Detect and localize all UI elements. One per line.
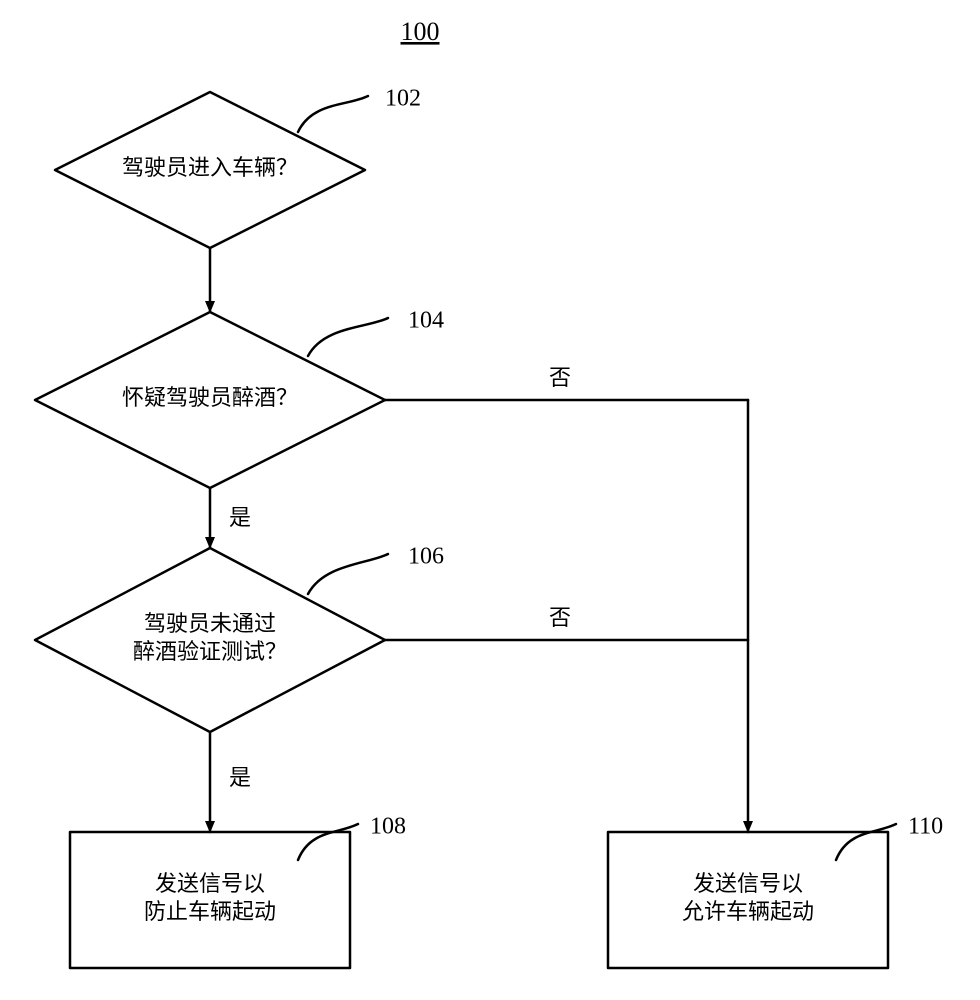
node-text-n110: 允许车辆起动 bbox=[682, 899, 814, 924]
node-text-n108: 防止车辆起动 bbox=[144, 899, 276, 924]
node-text-n110: 发送信号以 bbox=[693, 871, 803, 896]
callout-n102 bbox=[298, 96, 368, 132]
node-text-n104: 怀疑驾驶员醉酒？ bbox=[122, 385, 298, 410]
node-text-n108: 发送信号以 bbox=[155, 871, 265, 896]
callout-n104 bbox=[308, 318, 388, 356]
figure-title: 100 bbox=[401, 17, 440, 46]
node-text-n102: 驾驶员进入车辆？ bbox=[122, 155, 298, 180]
ref-label-n106: 106 bbox=[408, 544, 444, 570]
ref-label-n108: 108 bbox=[370, 814, 406, 840]
node-text-n106: 醉酒验证测试？ bbox=[133, 639, 287, 664]
edge-label-1: 是 bbox=[229, 505, 251, 530]
node-text-n106: 驾驶员未通过 bbox=[144, 611, 276, 636]
flowchart-canvas: 100 驾驶员进入车辆？ 102 怀疑驾驶员醉酒？ 104 驾驶员未通过醉酒验证测试？ 10… bbox=[0, 0, 980, 1000]
edge-label-4: 否 bbox=[549, 605, 571, 630]
ref-label-n102: 102 bbox=[385, 86, 421, 112]
callout-n106 bbox=[308, 554, 388, 594]
edge-label-3: 否 bbox=[549, 365, 571, 390]
edge-label-2: 是 bbox=[229, 765, 251, 790]
ref-label-n110: 110 bbox=[908, 814, 943, 840]
ref-label-n104: 104 bbox=[408, 308, 444, 334]
